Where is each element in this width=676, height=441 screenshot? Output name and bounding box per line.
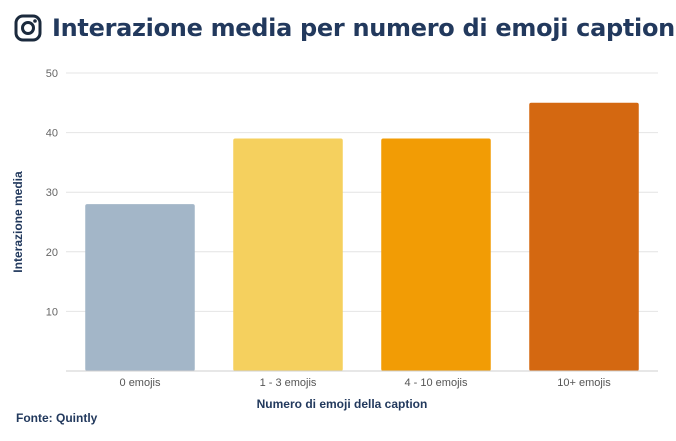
bar (233, 138, 343, 371)
x-tick-label: 1 - 3 emojis (260, 377, 317, 389)
x-axis-label: Numero di emoji della caption (257, 397, 428, 411)
y-tick-label: 50 (46, 68, 58, 80)
x-tick-label: 4 - 10 emojis (405, 377, 468, 389)
y-tick-label: 20 (46, 247, 58, 259)
bar (529, 102, 639, 372)
y-tick-label: 10 (46, 306, 58, 318)
chart-header: Interazione media per numero di emoji ca… (14, 14, 675, 42)
y-tick-label: 30 (46, 187, 58, 199)
y-axis-ticks: 10 20 30 40 50 (46, 68, 58, 318)
instagram-icon (14, 14, 42, 42)
bar (85, 204, 195, 371)
bars (85, 102, 639, 372)
x-axis-ticks: 0 emojis 1 - 3 emojis 4 - 10 emojis 10+ emo… (120, 377, 612, 389)
bar (381, 138, 491, 371)
chart-title: Interazione media per numero di emoji ca… (52, 14, 675, 42)
x-tick-label: 0 emojis (120, 377, 161, 389)
x-tick-label: 10+ emojis (557, 377, 611, 389)
source-note: Fonte: Quintly (16, 411, 98, 425)
y-tick-label: 40 (46, 128, 58, 140)
y-axis-label: Interazione media (11, 171, 25, 273)
